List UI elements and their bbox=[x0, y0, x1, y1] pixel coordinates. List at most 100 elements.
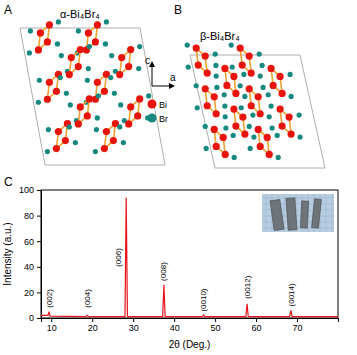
structure-title: α-Bi₄Br₄ bbox=[60, 8, 100, 20]
br-atom bbox=[266, 92, 271, 97]
axis-name: c bbox=[145, 55, 150, 66]
tick-label: 30 bbox=[129, 323, 139, 333]
br-atom bbox=[46, 127, 51, 132]
tick-mark bbox=[174, 318, 175, 322]
bi-atom bbox=[220, 134, 227, 141]
crystal bbox=[300, 201, 308, 228]
br-atom bbox=[241, 72, 246, 77]
bi-atom bbox=[193, 44, 200, 51]
tick-label: 100 bbox=[19, 185, 34, 195]
bi-atom bbox=[204, 102, 211, 109]
xrd-line bbox=[41, 198, 338, 317]
bi-atom bbox=[44, 96, 51, 103]
br-atom bbox=[298, 135, 303, 140]
tick-mark bbox=[37, 292, 41, 293]
bi-atom bbox=[53, 88, 60, 95]
tick-mark bbox=[37, 190, 41, 191]
arrow-head bbox=[169, 83, 175, 89]
br-atom bbox=[186, 64, 191, 69]
legend-label: Bi bbox=[159, 100, 167, 110]
photo-grid bbox=[266, 194, 267, 232]
br-atom bbox=[222, 92, 227, 97]
bi-atom bbox=[127, 103, 134, 110]
tick-mark bbox=[133, 318, 134, 322]
bi-atom bbox=[37, 29, 44, 36]
bi-atom bbox=[68, 54, 75, 61]
br-atom bbox=[213, 63, 218, 68]
bi-atom bbox=[211, 93, 218, 100]
tick: 20 bbox=[88, 318, 98, 333]
bi-atom bbox=[202, 52, 209, 59]
br-atom bbox=[248, 146, 253, 151]
br-atom bbox=[238, 83, 243, 88]
bi-atom bbox=[277, 106, 284, 113]
tick-mark bbox=[92, 318, 93, 322]
tick: 60 bbox=[24, 237, 41, 247]
br-atom bbox=[214, 73, 219, 78]
tick: 50 bbox=[211, 318, 221, 333]
tick-label: 80 bbox=[24, 211, 34, 221]
axis-arrow bbox=[152, 64, 153, 86]
bi-atom bbox=[66, 71, 73, 78]
br-atom bbox=[104, 19, 109, 24]
tick: 100 bbox=[19, 185, 41, 195]
br-atom bbox=[276, 155, 281, 160]
br-atom bbox=[45, 149, 50, 154]
plot-area bbox=[41, 198, 338, 317]
peak-label: (0010) bbox=[199, 288, 208, 311]
bi-atom bbox=[222, 151, 229, 158]
crystal bbox=[270, 199, 284, 230]
br-atom bbox=[289, 94, 294, 99]
br-atom bbox=[267, 114, 272, 119]
br-atom bbox=[67, 124, 72, 129]
br-atom bbox=[231, 133, 236, 138]
crystal bbox=[286, 198, 297, 231]
tick-mark bbox=[215, 318, 216, 322]
br-atom bbox=[232, 155, 237, 160]
tick-label: 20 bbox=[24, 288, 34, 298]
bi-atom bbox=[223, 82, 230, 89]
bi-atom bbox=[136, 95, 143, 102]
tick: 80 bbox=[24, 211, 41, 221]
plot-frame bbox=[41, 190, 338, 318]
br-atom bbox=[36, 100, 41, 105]
bi-atom bbox=[125, 63, 132, 70]
br-atom bbox=[76, 28, 81, 33]
br-atom bbox=[94, 127, 99, 132]
bi-atom bbox=[232, 123, 239, 130]
tick-label: 60 bbox=[252, 323, 262, 333]
br-atom bbox=[260, 63, 265, 68]
bi-atom bbox=[86, 95, 93, 102]
axis-line bbox=[42, 319, 339, 323]
peak-label: (008) bbox=[159, 262, 168, 281]
bi-atom bbox=[46, 79, 53, 86]
bi-atom bbox=[230, 73, 237, 80]
tick-label: 40 bbox=[24, 262, 34, 272]
y-axis: 0 20 40 60 80 100 bbox=[19, 185, 42, 323]
br-atom bbox=[242, 94, 247, 99]
br-atom bbox=[28, 28, 33, 33]
bi-atom bbox=[35, 46, 42, 53]
tick: 70 bbox=[293, 318, 303, 333]
bi-atom bbox=[204, 69, 211, 76]
axis-name: a bbox=[170, 72, 176, 83]
bi-atom bbox=[237, 44, 244, 51]
bi-atom bbox=[134, 112, 141, 119]
peak-label: (006) bbox=[114, 248, 123, 267]
bi-atom bbox=[103, 128, 110, 135]
br-atom bbox=[112, 91, 117, 96]
bi-atom bbox=[94, 21, 101, 28]
br-atom bbox=[68, 102, 73, 107]
br-atom bbox=[258, 73, 263, 78]
tick: 0 bbox=[29, 313, 41, 323]
tick-label: 60 bbox=[24, 237, 34, 247]
y-axis-title: Intensity (a.u.) bbox=[2, 222, 13, 285]
bi-atom bbox=[239, 61, 246, 68]
bi-atom bbox=[286, 114, 293, 121]
bi-atom bbox=[257, 143, 264, 150]
bi-atom bbox=[288, 131, 295, 138]
bi-atom bbox=[110, 137, 117, 144]
bi-atom bbox=[125, 120, 132, 127]
bi-atom bbox=[94, 79, 101, 86]
bi-atom bbox=[264, 134, 271, 141]
